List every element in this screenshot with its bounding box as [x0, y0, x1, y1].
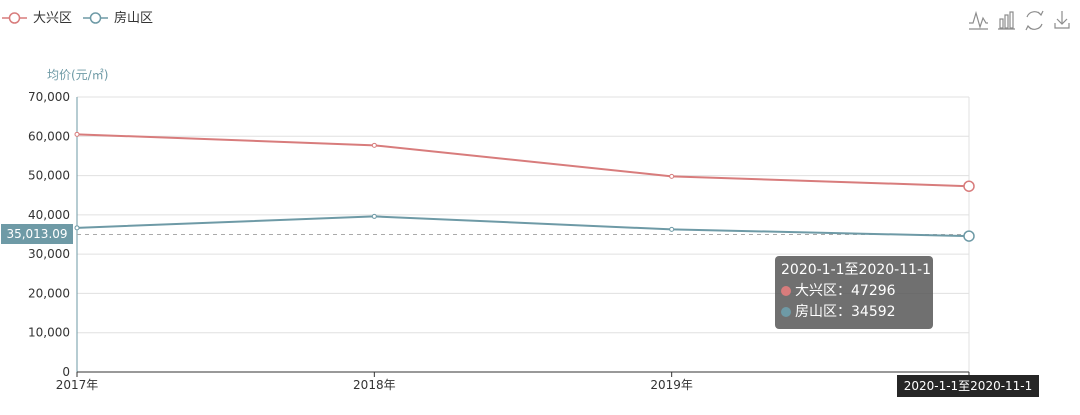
bar-chart-icon[interactable] — [998, 11, 1015, 30]
series-line — [76, 215, 970, 238]
data-point[interactable] — [74, 131, 80, 137]
y-tick-label: 20,000 — [28, 286, 70, 300]
tooltip-dot-fangshan — [781, 307, 791, 317]
y-tick-label: 10,000 — [28, 326, 70, 340]
x-axis-pointer-label: 2020-1-1至2020-11-1 — [897, 375, 1039, 397]
y-tick-label: 70,000 — [28, 90, 70, 104]
y-tick-label: 40,000 — [28, 208, 70, 222]
y-axis-pointer-label: 35,013.09 — [1, 224, 73, 244]
legend: 大兴区 房山区 — [2, 10, 153, 26]
x-tick-label: 2017年 — [56, 378, 99, 392]
legend-label-fangshan: 房山区 — [114, 10, 153, 26]
x-axis-ticks: 2017年 2018年 2019年 — [56, 372, 970, 392]
data-point[interactable] — [371, 213, 377, 219]
tooltip: 2020-1-1至2020-11-1 大兴区：47296 房山区：34592 — [775, 256, 933, 329]
tooltip-row-daxing: 大兴区：47296 — [781, 281, 933, 302]
data-point[interactable] — [669, 173, 675, 179]
x-tick-label: 2019年 — [650, 378, 693, 392]
series-group — [74, 131, 975, 242]
legend-label-daxing: 大兴区 — [33, 11, 72, 26]
download-icon[interactable] — [1054, 11, 1070, 29]
data-point[interactable] — [74, 225, 80, 231]
tooltip-dot-daxing — [781, 286, 791, 296]
data-point[interactable] — [371, 142, 377, 148]
y-tick-label: 60,000 — [28, 129, 70, 143]
data-point[interactable] — [963, 230, 975, 242]
y-tick-label: 0 — [62, 365, 70, 379]
legend-item-fangshan[interactable]: 房山区 — [83, 10, 153, 26]
line-chart-icon[interactable] — [969, 10, 988, 30]
tooltip-row-fangshan: 房山区：34592 — [781, 302, 933, 323]
axes — [76, 97, 969, 373]
y-tick-label: 30,000 — [28, 247, 70, 261]
tooltip-text-fangshan: 房山区：34592 — [795, 304, 896, 320]
y-tick-label: 50,000 — [28, 169, 70, 183]
y-axis-name: 均价(元/㎡) — [47, 68, 108, 82]
data-point[interactable] — [669, 226, 675, 232]
y-axis-ticks: 0 10,000 20,000 30,000 40,000 50,000 60,000 70,… — [28, 90, 70, 379]
grid — [77, 96, 970, 373]
tooltip-title: 2020-1-1至2020-11-1 — [781, 262, 932, 278]
series-line — [76, 133, 970, 188]
data-point[interactable] — [963, 180, 975, 192]
toolbox — [969, 10, 1070, 31]
restore-icon[interactable] — [1025, 10, 1044, 31]
x-tick-label: 2018年 — [353, 378, 396, 392]
tooltip-text-daxing: 大兴区：47296 — [795, 283, 896, 299]
legend-item-daxing[interactable]: 大兴区 — [2, 11, 72, 26]
